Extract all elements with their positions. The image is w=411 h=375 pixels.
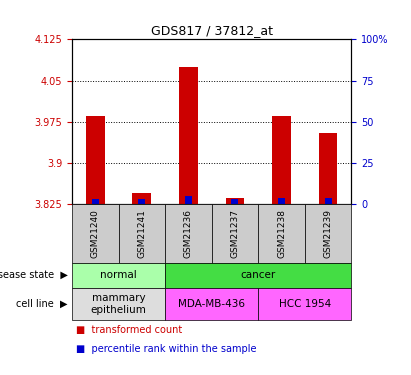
Bar — [132, 194, 151, 204]
Text: normal: normal — [100, 270, 137, 280]
Text: cancer: cancer — [240, 270, 276, 280]
Bar — [226, 198, 244, 204]
Text: HCC 1954: HCC 1954 — [279, 299, 331, 309]
Text: ■  percentile rank within the sample: ■ percentile rank within the sample — [76, 344, 256, 354]
Bar — [185, 196, 192, 204]
Bar — [86, 116, 104, 204]
Bar — [319, 133, 337, 204]
Text: cell line  ▶: cell line ▶ — [16, 299, 68, 309]
Text: GSM21236: GSM21236 — [184, 209, 193, 258]
Text: MDA-MB-436: MDA-MB-436 — [178, 299, 245, 309]
Text: GSM21238: GSM21238 — [277, 209, 286, 258]
Text: GSM21240: GSM21240 — [91, 209, 100, 258]
Text: disease state  ▶: disease state ▶ — [0, 270, 68, 280]
Bar — [179, 67, 198, 204]
Bar — [92, 200, 99, 204]
Text: mammary
epithelium: mammary epithelium — [90, 293, 146, 315]
Text: GSM21237: GSM21237 — [231, 209, 240, 258]
Text: GSM21239: GSM21239 — [323, 209, 332, 258]
Text: ■  transformed count: ■ transformed count — [76, 326, 182, 336]
Bar — [138, 200, 145, 204]
Bar — [272, 116, 291, 204]
Bar — [278, 198, 285, 204]
Title: GDS817 / 37812_at: GDS817 / 37812_at — [151, 24, 272, 37]
Text: GSM21241: GSM21241 — [137, 209, 146, 258]
Bar — [231, 200, 238, 204]
Bar — [325, 198, 332, 204]
